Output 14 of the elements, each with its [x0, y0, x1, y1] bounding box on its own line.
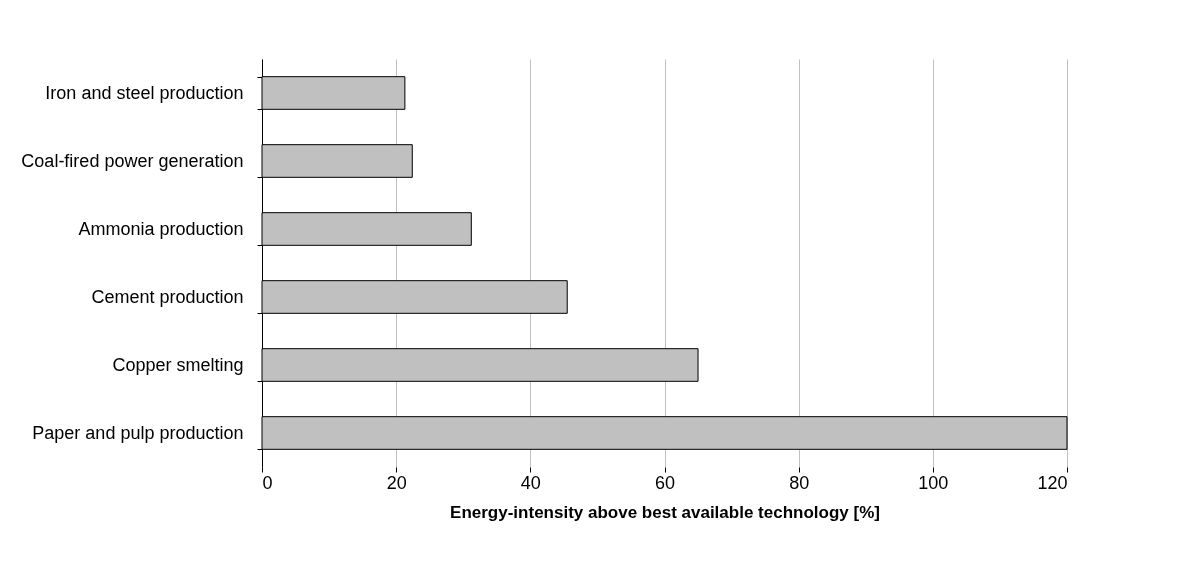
x-tick-label: 120 — [1037, 472, 1068, 493]
x-tick-label: 20 — [386, 472, 407, 493]
x-tick-label: 0 — [262, 472, 273, 493]
y-tick-label: Ammonia production — [78, 218, 244, 239]
y-tick-label: Iron and steel production — [45, 82, 244, 103]
x-tick-label: 100 — [918, 472, 949, 493]
x-tick-label: 60 — [654, 472, 676, 493]
x-tick-label: 80 — [789, 472, 810, 493]
y-tick-label: Copper smelting — [112, 354, 244, 375]
y-tick-label: Coal-fired power generation — [21, 150, 244, 171]
x-axis-title: Energy-intensity above best available technology [%] — [450, 502, 880, 522]
y-tick-label: Cement production — [91, 286, 244, 307]
x-tick-label: 40 — [520, 472, 541, 493]
y-tick-label: Paper and pulp production — [32, 422, 244, 443]
